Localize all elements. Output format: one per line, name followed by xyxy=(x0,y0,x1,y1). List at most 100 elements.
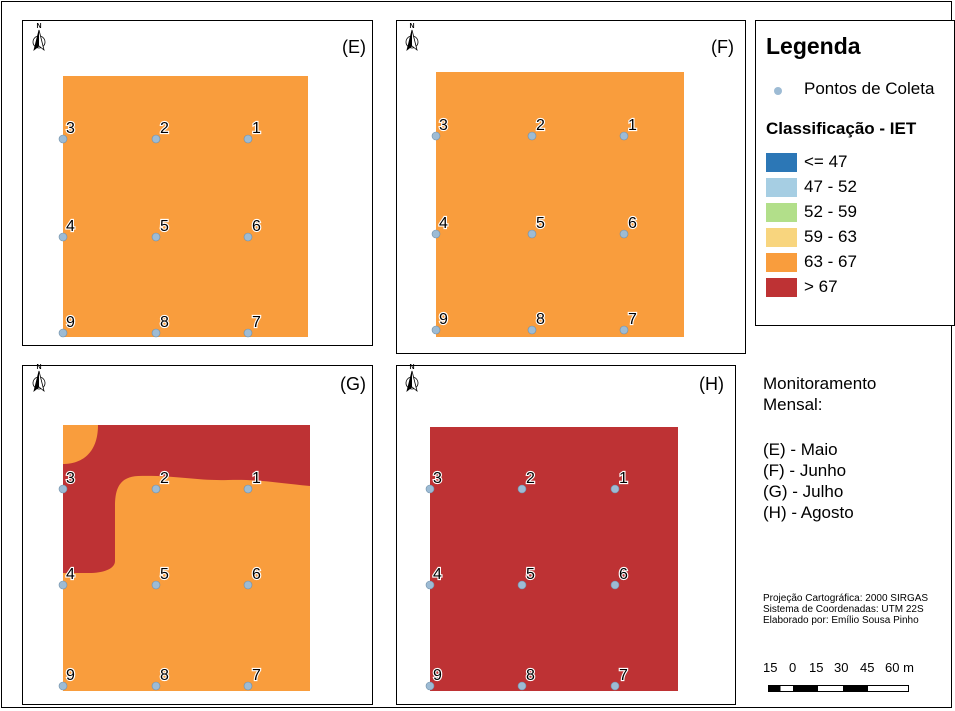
point-label: 3 xyxy=(439,117,448,134)
scale-tick-label: 15 xyxy=(763,660,778,675)
point-label: 4 xyxy=(66,218,75,235)
scale-tick-label: 45 xyxy=(860,660,875,675)
collection-point xyxy=(619,229,629,239)
north-arrow-icon: N xyxy=(32,23,46,52)
scale-tick-label: 60 m xyxy=(885,660,914,675)
collection-point xyxy=(58,681,68,691)
collection-point xyxy=(517,484,527,494)
north-letter: N xyxy=(36,23,41,30)
map-g-canvas: 3 2 1 4 5 6 9 8 7 xyxy=(58,425,310,691)
point-label: 2 xyxy=(526,470,535,487)
collection-point xyxy=(517,580,527,590)
point-label: 3 xyxy=(66,470,75,487)
point-label: 1 xyxy=(252,120,261,137)
panel-label: (H) xyxy=(699,374,724,394)
collection-point xyxy=(425,681,435,691)
collection-point xyxy=(619,325,629,335)
collection-point xyxy=(527,325,537,335)
north-letter: N xyxy=(36,364,41,371)
north-arrow-shade xyxy=(407,371,412,391)
map-e-canvas: 3 2 1 4 5 6 9 8 7 xyxy=(58,76,308,338)
north-arrow-icon: N xyxy=(405,23,419,52)
legend-swatch xyxy=(766,253,797,272)
map-panel-g: 3 2 1 4 5 6 9 8 7 (G) xyxy=(22,365,373,705)
month-item: (G) - Julho xyxy=(763,482,844,501)
month-item: (E) - Maio xyxy=(763,440,838,459)
north-letter: N xyxy=(409,364,414,371)
north-arrow-icon: N xyxy=(32,364,46,393)
scale-tick-label: 15 xyxy=(809,660,824,675)
legend-swatch xyxy=(766,203,797,222)
point-label: 9 xyxy=(66,667,75,684)
scale-tick-label: 0 xyxy=(789,660,797,675)
north-arrow-shade xyxy=(34,30,39,50)
north-arrow-shade xyxy=(407,30,412,50)
collection-point xyxy=(58,484,68,494)
point-label: 6 xyxy=(619,566,628,583)
point-label: 5 xyxy=(526,566,535,583)
point-label: 1 xyxy=(619,470,628,487)
point-label: 3 xyxy=(66,120,75,137)
collection-point xyxy=(425,580,435,590)
point-label: 9 xyxy=(439,311,448,328)
zone-above-67 xyxy=(430,427,678,691)
map-f-canvas: 3 2 1 4 5 6 9 8 7 xyxy=(431,72,684,337)
point-label: 7 xyxy=(628,311,637,328)
legend-class-label: 63 - 67 xyxy=(804,252,857,271)
collection-point xyxy=(243,681,253,691)
point-label: 8 xyxy=(536,311,545,328)
point-label: 8 xyxy=(160,314,169,331)
collection-point xyxy=(431,325,441,335)
collection-point xyxy=(610,484,620,494)
point-label: 6 xyxy=(252,218,261,235)
collection-point xyxy=(527,131,537,141)
collection-point xyxy=(151,134,161,144)
legend-class-label: <= 47 xyxy=(804,152,848,171)
scale-bar xyxy=(768,685,909,692)
point-label: 2 xyxy=(160,470,169,487)
point-label: 5 xyxy=(160,218,169,235)
panel-label: (E) xyxy=(342,37,366,57)
point-label: 4 xyxy=(66,566,75,583)
legend-point-label: Pontos de Coleta xyxy=(804,79,935,98)
collection-point xyxy=(527,229,537,239)
point-label: 7 xyxy=(619,667,628,684)
collection-point xyxy=(619,131,629,141)
collection-point xyxy=(610,580,620,590)
collection-point xyxy=(58,134,68,144)
legend-class-title: Classificação - IET xyxy=(766,119,917,138)
collection-point xyxy=(610,681,620,691)
map-panel-h: 3 2 1 4 5 6 9 8 7 (H) xyxy=(396,365,736,705)
credit-projection: Projeção Cartográfica: 2000 SIRGAS xyxy=(763,593,929,604)
legend-swatch xyxy=(766,178,797,197)
collection-point xyxy=(425,484,435,494)
legend-swatch xyxy=(766,278,797,297)
legend-swatch xyxy=(766,228,797,247)
zone-63-67 xyxy=(436,72,684,337)
legend: Legenda Pontos de Coleta Classificação -… xyxy=(755,20,955,326)
point-label: 1 xyxy=(628,117,637,134)
point-label: 1 xyxy=(252,470,261,487)
point-label: 8 xyxy=(526,667,535,684)
point-label: 3 xyxy=(433,470,442,487)
point-label: 2 xyxy=(160,120,169,137)
legend-class-label: 59 - 63 xyxy=(804,227,857,246)
legend-class-label: 52 - 59 xyxy=(804,202,857,221)
legend-swatch xyxy=(766,153,797,172)
credit-coordinates: Sistema de Coordenadas: UTM 22S xyxy=(763,604,924,615)
collection-point xyxy=(58,580,68,590)
collection-point xyxy=(517,681,527,691)
collection-point-icon xyxy=(774,87,782,95)
scale-tick-label: 30 xyxy=(834,660,849,675)
point-label: 8 xyxy=(160,667,169,684)
point-label: 5 xyxy=(536,215,545,232)
panel-label: (F) xyxy=(711,37,734,57)
collection-point xyxy=(431,229,441,239)
map-panel-e: 3 2 1 4 5 6 9 8 7 (E) xyxy=(22,20,373,346)
panel-label: (G) xyxy=(340,374,366,394)
credit-author: Elaborado por: Emílio Sousa Pinho xyxy=(763,615,919,626)
legend-title: Legenda xyxy=(766,33,861,59)
month-item: (F) - Junho xyxy=(763,461,847,480)
point-label: 7 xyxy=(252,314,261,331)
